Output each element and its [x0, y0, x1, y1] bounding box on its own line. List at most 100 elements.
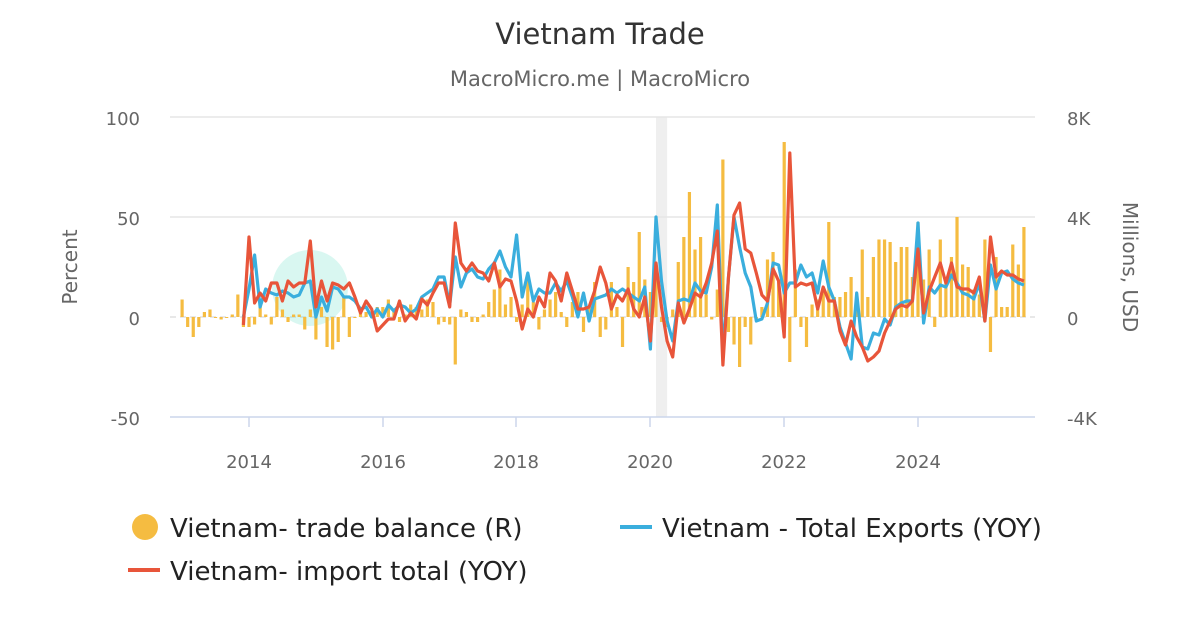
x-axis: 2014 2016 2018 2020 2022 2024 [226, 417, 941, 473]
trade-balance-bar [526, 277, 530, 317]
trade-balance-bar [492, 289, 496, 317]
trade-balance-bar [319, 307, 324, 317]
y-tick-right: 0 [1067, 309, 1078, 330]
y-tick-left: 0 [129, 309, 140, 330]
trade-balance-bar [804, 317, 809, 347]
y-tick-right: 4K [1067, 209, 1091, 230]
trade-balance-bar [955, 217, 959, 317]
legend-label: Vietnam- trade balance (R) [170, 514, 523, 544]
trade-balance-bar [882, 239, 887, 317]
trade-balance-bar [927, 249, 931, 317]
trade-balance-bar [654, 267, 658, 317]
trade-balance-bar [487, 302, 491, 317]
y-axis-left-title: Percent [58, 229, 82, 304]
legend-label: Vietnam - Total Exports (YOY) [662, 514, 1042, 544]
legend: Vietnam- trade balance (R) Vietnam - Tot… [128, 514, 1042, 587]
trade-balance-bar [765, 259, 770, 317]
trade-balance-bar [821, 292, 825, 317]
trade-balance-bar [191, 317, 195, 337]
legend-item-exports[interactable]: Vietnam - Total Exports (YOY) [620, 514, 1042, 544]
trade-balance-bar [793, 269, 797, 317]
trade-balance-bar [799, 317, 803, 327]
trade-balance-bar [827, 222, 831, 317]
trade-balance-bar [570, 302, 574, 317]
trade-balance-bar [637, 232, 641, 317]
trade-balance-bar [760, 307, 764, 317]
legend-item-trade-balance[interactable]: Vietnam- trade balance (R) [132, 514, 523, 544]
y-axis-right: 8K 4K 0 -4K Millions, USD [1067, 109, 1142, 430]
y-axis-right-title: Millions, USD [1118, 202, 1142, 332]
trade-balance-bar [715, 289, 719, 317]
trade-balance-bar [448, 317, 452, 325]
trade-balance-bar [202, 312, 206, 317]
trade-balance-bar [481, 314, 485, 317]
trade-balance-bar [938, 239, 942, 317]
trade-balance-bar [972, 289, 976, 317]
trade-balance-bar [587, 307, 591, 317]
legend-item-imports[interactable]: Vietnam- import total (YOY) [128, 557, 528, 587]
trade-balance-bar [620, 317, 625, 347]
trade-balance-bar [431, 302, 435, 317]
trade-balance-bar [347, 317, 351, 337]
trade-balance-bar [581, 317, 586, 332]
y-tick-left: -50 [111, 409, 140, 430]
trade-balance-bar [1016, 264, 1020, 317]
x-tick-label: 2022 [761, 452, 807, 473]
trade-balance-bar [771, 252, 775, 317]
trade-balance-bar [197, 317, 201, 327]
trade-balance-bar [336, 317, 340, 342]
trade-balance-bar [977, 294, 981, 317]
trade-balance-bar [682, 237, 686, 317]
x-tick-label: 2016 [360, 452, 406, 473]
imports-line [241, 151, 1025, 367]
trade-balance-bar [414, 307, 418, 317]
trade-balance-bar [459, 309, 463, 317]
trade-balance-bar [531, 302, 535, 317]
trade-balance-bar [698, 237, 703, 317]
trade-balance-bar [436, 317, 441, 325]
trade-balance-bar [180, 299, 184, 317]
trade-balance-bar [1000, 307, 1004, 317]
trade-balance-bar [425, 299, 429, 317]
trade-balance-bar [548, 299, 552, 317]
y-tick-right: -4K [1067, 409, 1098, 430]
trade-balance-bar [236, 294, 240, 317]
trade-balance-bar [671, 309, 675, 317]
trade-balance-bar [292, 314, 296, 317]
trade-balance-bar [866, 297, 870, 317]
trade-balance-bar [659, 317, 664, 322]
trade-balance-bar [475, 317, 480, 322]
trade-balance-bar [877, 239, 881, 317]
trade-balance-bar [520, 304, 524, 317]
trade-balance-bar [843, 292, 848, 317]
trade-balance-bar [515, 317, 519, 322]
trade-balance-bar [933, 317, 937, 327]
trade-balance-bar [392, 309, 396, 317]
trade-balance-bar [442, 317, 446, 322]
trade-balance-bar [988, 317, 993, 352]
trade-balance-bar [308, 309, 312, 317]
trade-balance-bar [554, 292, 558, 317]
trade-balance-bar [949, 257, 954, 317]
trade-balance-bar [280, 309, 285, 317]
trade-balance-bar [252, 317, 257, 325]
trade-balance-bar [275, 297, 279, 317]
trade-balance-bar [782, 142, 786, 317]
trade-balance-bar [944, 282, 948, 317]
trade-balance-bar [615, 307, 619, 317]
trade-balance-bar [632, 282, 636, 317]
trade-balance-bar [381, 307, 385, 317]
trade-balance-bar [648, 292, 652, 317]
trade-balance-bar [537, 317, 541, 330]
x-tick-label: 2018 [493, 452, 539, 473]
chart-subtitle: MacroMicro.me | MacroMicro [450, 67, 750, 92]
trade-balance-bar [353, 317, 357, 318]
trade-balance-bar [331, 317, 335, 350]
trade-balance-bar [503, 304, 508, 317]
y-axis-left: 100 50 0 -50 Percent [58, 109, 140, 430]
trade-balance-bar [186, 317, 190, 327]
trade-balance-bar [810, 304, 814, 317]
trade-balance-bar [453, 317, 457, 365]
